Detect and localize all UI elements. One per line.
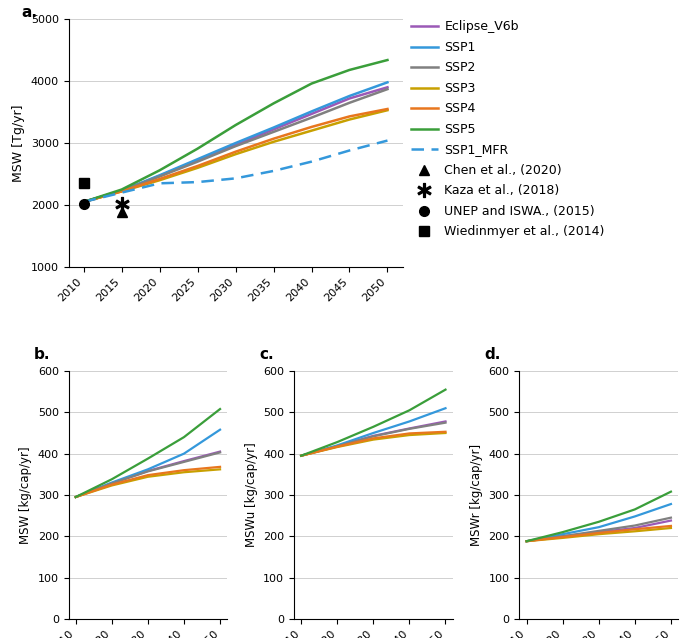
Y-axis label: MSW [Tg/yr]: MSW [Tg/yr] — [12, 104, 25, 182]
Text: d.: d. — [484, 346, 501, 362]
Text: c.: c. — [259, 346, 273, 362]
Text: a.: a. — [22, 4, 38, 20]
Y-axis label: MSWr [kg/cap/yr]: MSWr [kg/cap/yr] — [470, 444, 483, 546]
Y-axis label: MSW [kg/cap/yr]: MSW [kg/cap/yr] — [19, 446, 32, 544]
Legend: Eclipse_V6b, SSP1, SSP2, SSP3, SSP4, SSP5, SSP1_MFR, Chen et al., (2020), Kaza e: Eclipse_V6b, SSP1, SSP2, SSP3, SSP4, SSP… — [411, 20, 605, 239]
Y-axis label: MSWu [kg/cap/yr]: MSWu [kg/cap/yr] — [245, 443, 258, 547]
Text: b.: b. — [34, 346, 50, 362]
